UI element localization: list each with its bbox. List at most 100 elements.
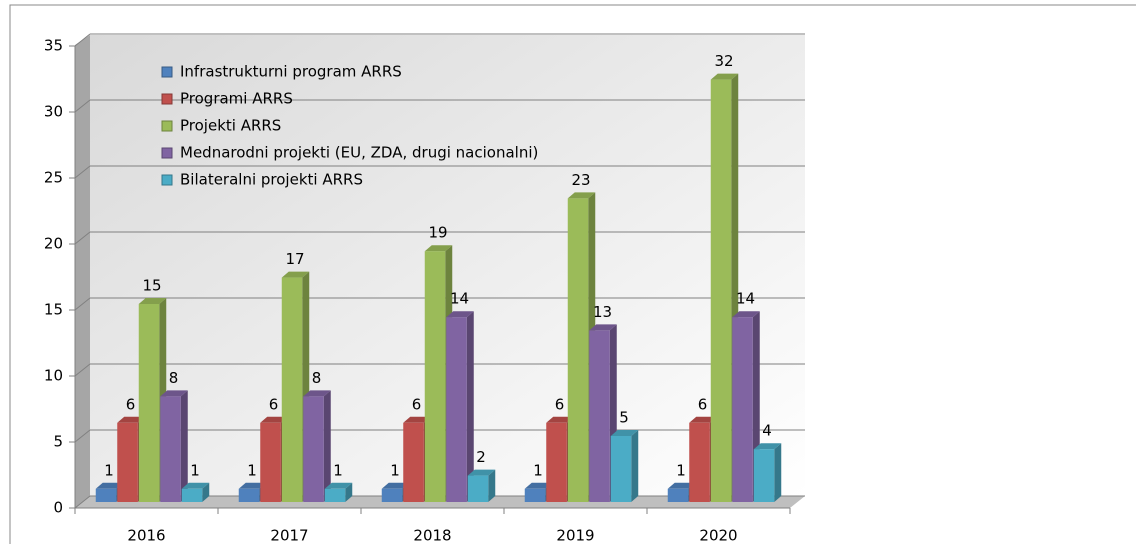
data-label: 1	[390, 461, 400, 479]
bar-side	[323, 390, 331, 502]
bar	[138, 304, 160, 502]
bar	[689, 422, 710, 502]
legend-swatch	[161, 147, 173, 159]
bar-top	[467, 469, 496, 476]
side-wall	[75, 35, 90, 508]
bar	[667, 488, 689, 502]
data-label: 13	[593, 303, 612, 321]
data-label: 6	[412, 395, 422, 413]
bar-top	[403, 416, 431, 423]
data-label: 1	[676, 461, 686, 479]
data-label: 1	[190, 461, 200, 479]
grid-line-side	[74, 165, 91, 179]
data-label: 1	[104, 461, 114, 479]
bar	[403, 422, 424, 502]
data-label: 19	[428, 224, 447, 242]
bar	[260, 422, 281, 502]
legend-swatch	[161, 174, 173, 186]
bar	[160, 396, 181, 502]
legend-label: Infrastrukturni program ARRS	[180, 63, 402, 81]
grid-line-side	[74, 297, 91, 311]
grid-line-side	[74, 33, 91, 47]
grid-line-side	[74, 429, 91, 443]
bar-top	[546, 416, 574, 423]
bar	[467, 475, 489, 502]
y-tick-label: 20	[44, 235, 63, 253]
grid-line-side	[74, 99, 91, 113]
data-label: 6	[555, 395, 565, 413]
bar-top	[589, 324, 617, 331]
bar	[589, 330, 610, 502]
data-label: 8	[312, 369, 322, 387]
bar	[238, 488, 260, 502]
x-tick-label: 2017	[270, 527, 308, 544]
bar-top	[753, 443, 782, 450]
bar	[117, 422, 138, 502]
data-label: 6	[698, 395, 708, 413]
y-tick-label: 15	[44, 301, 63, 319]
bar-side	[466, 311, 474, 502]
bar	[324, 488, 346, 502]
bar-side	[202, 482, 210, 502]
bar	[424, 251, 446, 502]
bar-top	[238, 482, 267, 489]
bar-top	[117, 416, 145, 423]
bar-top	[567, 192, 596, 199]
x-tick-label: 2020	[699, 527, 737, 544]
y-tick-label: 30	[44, 103, 63, 121]
y-tick-label: 5	[53, 433, 63, 451]
bar-top	[667, 482, 696, 489]
bar-top	[424, 245, 453, 252]
bar	[381, 488, 403, 502]
bar	[567, 198, 589, 502]
bar-side	[345, 482, 353, 502]
bar	[610, 436, 632, 502]
data-label: 17	[285, 250, 304, 268]
x-tick-label: 2016	[127, 527, 165, 544]
bar-top	[610, 430, 639, 436]
y-tick-label: 10	[44, 367, 63, 385]
bar	[303, 396, 324, 502]
bar-side	[631, 430, 639, 502]
grid-line-side	[74, 231, 91, 245]
x-tick-label: 2018	[413, 527, 451, 544]
bar-top	[732, 311, 760, 318]
data-label: 14	[736, 290, 755, 308]
data-label: 6	[269, 395, 279, 413]
bar	[446, 317, 467, 502]
legend-label: Programi ARRS	[180, 90, 293, 108]
bar	[753, 449, 775, 502]
data-label: 4	[762, 422, 772, 440]
data-label: 2	[476, 448, 486, 466]
data-label: 1	[333, 461, 343, 479]
bar-top	[710, 73, 739, 80]
grid-line-side	[74, 495, 91, 509]
data-label: 5	[619, 409, 629, 427]
bar-top	[95, 482, 124, 489]
legend-swatch	[161, 120, 173, 132]
bar-top	[138, 298, 167, 304]
bar-top	[524, 482, 553, 489]
legend-label: Bilateralni projekti ARRS	[180, 171, 363, 189]
grid-line-side	[74, 363, 91, 377]
data-label: 8	[169, 369, 179, 387]
y-tick-label: 25	[44, 169, 63, 187]
legend-label: Projekti ARRS	[180, 117, 281, 135]
bar-top	[160, 390, 188, 397]
data-label: 14	[450, 290, 469, 308]
bar	[732, 317, 753, 502]
data-label: 1	[533, 461, 543, 479]
data-label: 6	[126, 395, 136, 413]
bar-top	[181, 482, 210, 489]
x-tick-label: 2019	[556, 527, 594, 544]
data-label: 23	[571, 171, 590, 189]
bar-top	[324, 482, 353, 489]
bar-top	[281, 271, 310, 278]
bar	[181, 488, 203, 502]
bar	[710, 79, 732, 502]
legend-swatch	[161, 93, 173, 105]
bar-top	[260, 416, 288, 423]
bar-side	[180, 390, 188, 502]
bar	[281, 277, 303, 502]
legend-swatch	[161, 66, 173, 78]
